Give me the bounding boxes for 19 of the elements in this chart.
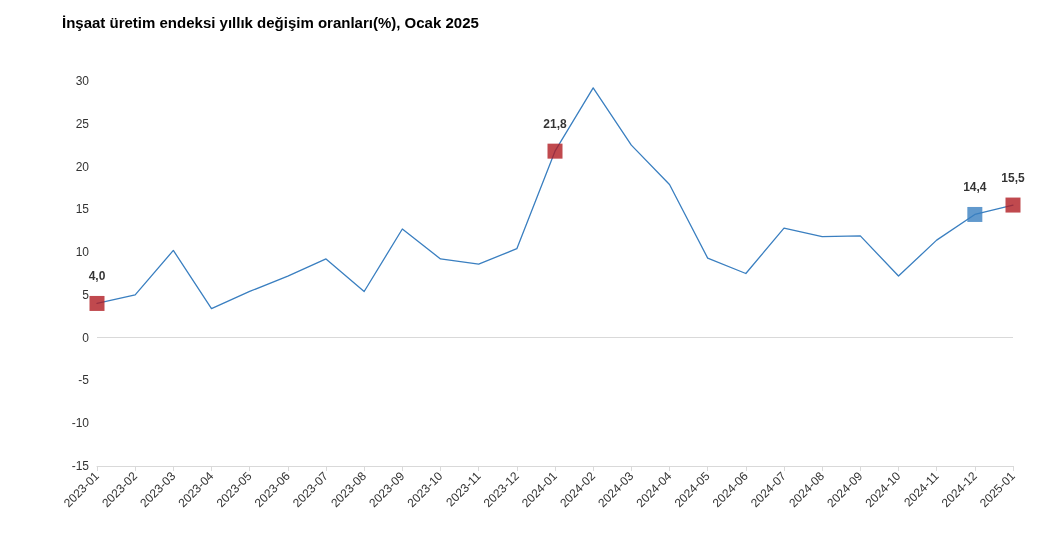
point: [547, 143, 563, 159]
data-label: 4,0: [88, 268, 106, 283]
point: [967, 206, 983, 222]
data-label: 21,8: [543, 116, 567, 131]
data-label: 15,5: [1001, 170, 1025, 185]
y-tick-label: 5: [82, 287, 90, 302]
y-tick-label: 25: [75, 116, 90, 131]
y-tick-label: 15: [75, 202, 90, 217]
y-tick-label: -5: [78, 373, 90, 388]
y-tick-label: 0: [82, 330, 90, 345]
chart-title: İnşaat üretim endeksi yıllık değişim oranları(%), Ocak 2025: [62, 14, 479, 31]
y-tick-label: -15: [71, 459, 90, 473]
y-tick-label: 30: [75, 74, 90, 88]
y-tick-label: -10: [71, 416, 90, 431]
point: [1005, 197, 1021, 213]
y-tick-label: 10: [75, 245, 90, 260]
data-label: 14,4: [963, 179, 987, 194]
y-tick-label: 20: [75, 159, 90, 174]
point: [89, 295, 105, 311]
